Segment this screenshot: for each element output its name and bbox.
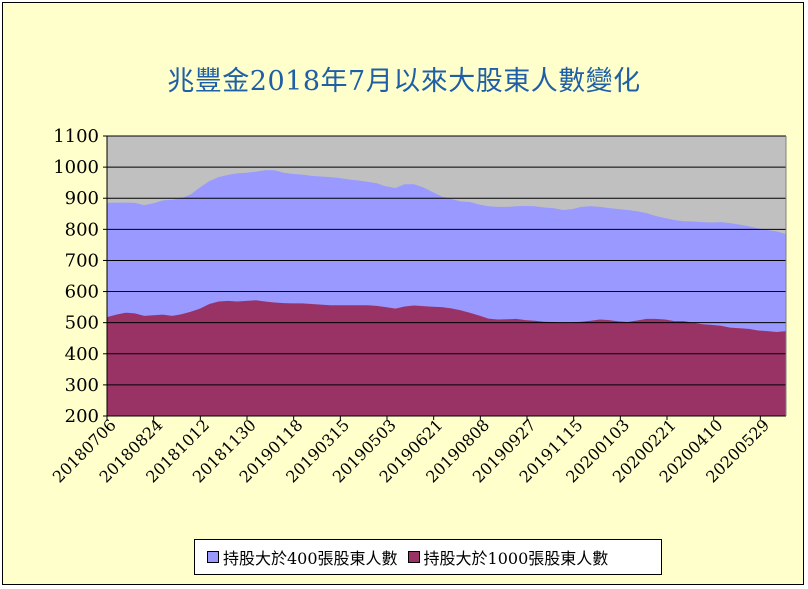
y-tick-label-700: 700 [65,250,99,271]
chart-title: 兆豐金2018年7月以來大股東人數變化 [167,66,641,97]
y-tick-label-400: 400 [65,344,99,365]
y-tick-label-500: 500 [65,313,99,334]
legend-item-series-1: 持股大於400張股東人數 [207,545,398,569]
y-tick-label-900: 900 [65,188,99,209]
y-tick-label-800: 800 [65,219,99,240]
y-tick-label-1100: 1100 [53,126,99,147]
legend-label-series-2: 持股大於1000張股東人數 [423,549,609,568]
y-tick-label-300: 300 [65,375,99,396]
legend: 持股大於400張股東人數 持股大於1000張股東人數 [194,539,662,575]
y-tick-label-600: 600 [65,282,99,303]
area-series-2 [107,300,786,416]
legend-label-series-1: 持股大於400張股東人數 [223,549,398,568]
y-tick-label-1000: 1000 [53,157,99,178]
legend-swatch-series-2 [407,551,420,563]
y-tick-label-200: 200 [65,406,99,427]
legend-item-series-2: 持股大於1000張股東人數 [407,545,609,569]
legend-swatch-series-1 [207,551,219,563]
